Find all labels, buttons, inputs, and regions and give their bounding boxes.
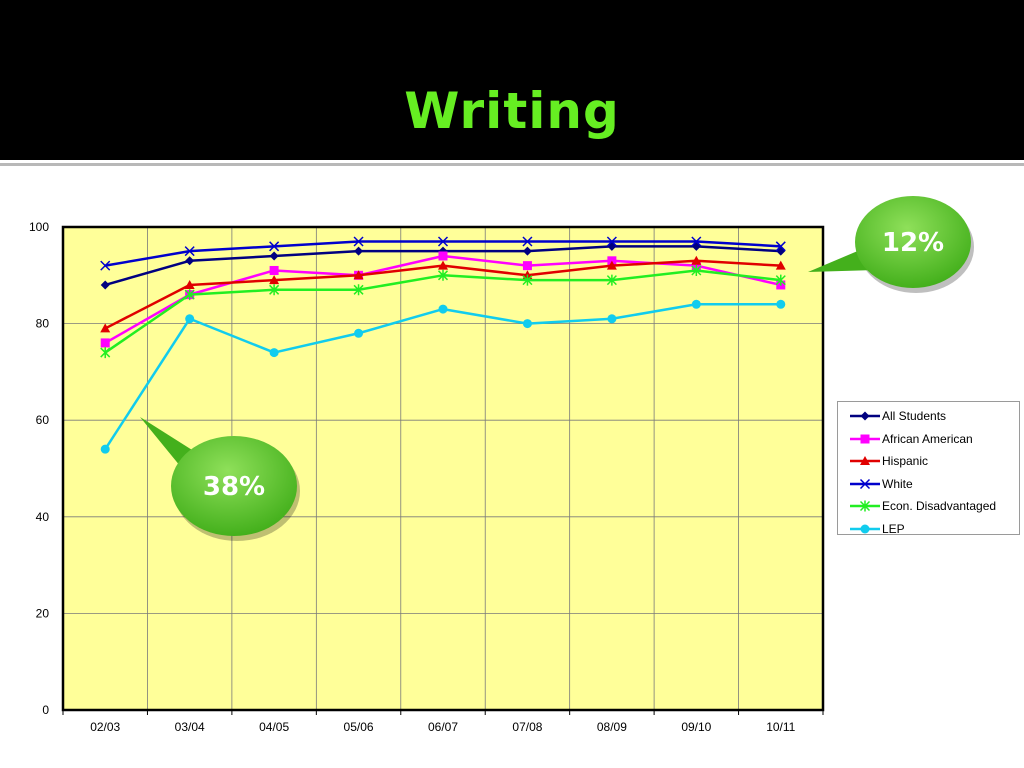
legend-swatch — [850, 434, 880, 444]
data-point — [522, 274, 533, 286]
title-divider — [0, 163, 1024, 166]
legend-swatch — [850, 524, 880, 534]
legend-marker — [860, 434, 870, 444]
y-tick-label: 0 — [42, 703, 49, 717]
legend-marker — [860, 524, 870, 534]
data-point — [438, 260, 448, 270]
data-point — [269, 251, 279, 261]
data-point — [185, 314, 195, 324]
x-tick-label: 05/06 — [344, 720, 374, 734]
legend-label: LEP — [882, 521, 905, 536]
legend-label: Econ. Disadvantaged — [882, 499, 997, 514]
x-tick-label: 02/03 — [90, 720, 120, 734]
data-point — [775, 274, 786, 286]
callout-text: 12% — [882, 228, 944, 258]
data-point — [269, 241, 280, 252]
data-point — [100, 280, 110, 290]
legend-marker — [859, 500, 871, 512]
y-tick-label: 40 — [36, 510, 50, 524]
data-point — [691, 255, 702, 265]
data-point — [691, 299, 701, 309]
data-point — [185, 256, 195, 266]
data-point — [269, 275, 280, 285]
data-point — [100, 260, 111, 271]
data-point — [437, 269, 449, 281]
chart-legend: All Students African American Hispanic Whit… — [837, 401, 1020, 536]
x-tick-label: 10/11 — [766, 720, 795, 734]
legend-label: African American — [882, 431, 973, 446]
legend-marker — [859, 478, 871, 489]
legend-item: White — [838, 473, 1019, 496]
legend-item: Hispanic — [838, 450, 1019, 473]
data-point — [438, 251, 448, 261]
data-point — [437, 236, 449, 247]
legend-item: LEP — [838, 518, 1019, 541]
legend-swatch — [850, 456, 880, 466]
legend-item: All Students — [838, 405, 1019, 428]
slide-title: Writing — [404, 82, 620, 140]
data-point — [354, 246, 364, 256]
legend-label: White — [882, 476, 913, 491]
data-point — [776, 299, 786, 309]
data-point — [100, 347, 111, 359]
legend-label: All Students — [882, 409, 947, 424]
legend-marker — [860, 411, 870, 421]
data-point — [522, 236, 533, 247]
data-point — [184, 289, 195, 301]
data-point — [353, 284, 364, 296]
data-point — [100, 323, 111, 333]
x-tick-label: 07/08 — [512, 720, 542, 734]
data-point — [184, 246, 195, 257]
data-point — [607, 314, 617, 324]
x-tick-label: 09/10 — [681, 720, 711, 734]
data-point — [522, 246, 532, 256]
title-bar: Writing — [0, 0, 1024, 160]
data-point — [438, 304, 448, 314]
legend-swatch — [850, 411, 880, 421]
legend-label: Hispanic — [882, 454, 929, 469]
y-tick-label: 60 — [36, 413, 50, 427]
data-point — [269, 348, 279, 358]
data-point — [691, 264, 702, 276]
data-point — [100, 338, 110, 348]
callout-text: 38% — [203, 472, 265, 502]
data-point — [522, 261, 532, 271]
x-tick-label: 03/04 — [175, 720, 205, 734]
data-point — [775, 241, 786, 252]
y-tick-label: 80 — [36, 317, 50, 331]
legend-item: Econ. Disadvantaged — [838, 495, 1019, 518]
legend-marker — [860, 456, 870, 466]
data-point — [606, 236, 617, 247]
y-tick-label: 20 — [36, 606, 50, 620]
data-point — [606, 260, 617, 270]
data-point — [522, 319, 532, 329]
data-point — [691, 236, 702, 247]
data-point — [353, 270, 364, 280]
x-tick-label: 06/07 — [428, 720, 458, 734]
y-tick-label: 100 — [29, 220, 49, 234]
data-point — [269, 284, 280, 296]
legend-swatch — [850, 478, 880, 489]
data-point — [269, 265, 279, 275]
legend-item: African American — [838, 428, 1019, 451]
plot-border — [61, 225, 825, 712]
data-point — [354, 328, 364, 338]
x-tick-label: 04/05 — [259, 720, 289, 734]
callout-bubble-38: 38% — [140, 417, 300, 541]
x-tick-label: 08/09 — [597, 720, 627, 734]
data-point — [353, 236, 364, 247]
data-point — [100, 444, 110, 454]
data-point — [184, 279, 195, 289]
data-point — [606, 274, 617, 286]
data-point — [775, 260, 786, 270]
callout-bubble-12: 12% — [808, 196, 974, 293]
legend-swatch — [850, 500, 880, 512]
